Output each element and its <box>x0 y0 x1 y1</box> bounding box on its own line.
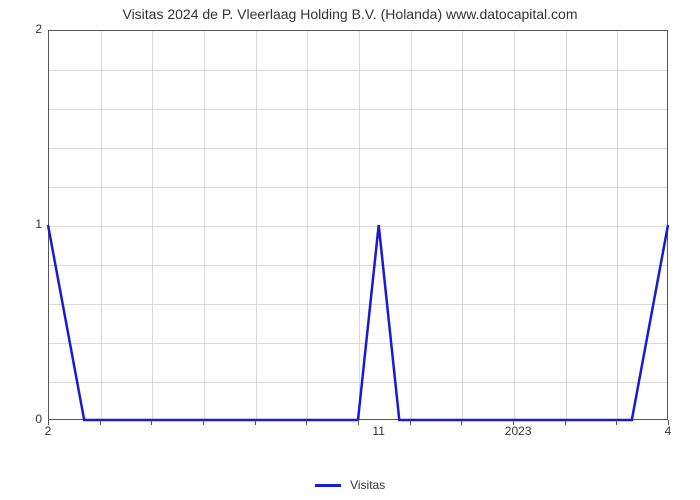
x-minor-tick <box>565 420 566 425</box>
x-tick-label: 2023 <box>493 424 543 438</box>
line-series <box>48 30 668 420</box>
x-minor-tick <box>358 420 359 425</box>
y-tick-label: 1 <box>2 217 42 231</box>
x-minor-tick <box>203 420 204 425</box>
x-minor-tick <box>48 420 49 425</box>
x-minor-tick <box>668 420 669 425</box>
x-minor-tick <box>616 420 617 425</box>
legend: Visitas <box>0 478 700 492</box>
x-minor-tick <box>306 420 307 425</box>
x-minor-tick <box>255 420 256 425</box>
x-tick-label: 4 <box>653 424 683 438</box>
x-minor-tick <box>100 420 101 425</box>
x-minor-tick <box>461 420 462 425</box>
x-minor-tick <box>410 420 411 425</box>
y-tick-label: 2 <box>2 22 42 36</box>
x-minor-tick <box>151 420 152 425</box>
legend-label: Visitas <box>350 478 385 492</box>
x-tick-label: 11 <box>364 424 394 438</box>
legend-swatch <box>315 484 341 487</box>
x-minor-tick <box>513 420 514 425</box>
x-tick-label: 2 <box>33 424 63 438</box>
chart-area: 012 21120234 <box>48 30 668 420</box>
chart-title: Visitas 2024 de P. Vleerlaag Holding B.V… <box>0 0 700 22</box>
series-line <box>48 225 668 420</box>
